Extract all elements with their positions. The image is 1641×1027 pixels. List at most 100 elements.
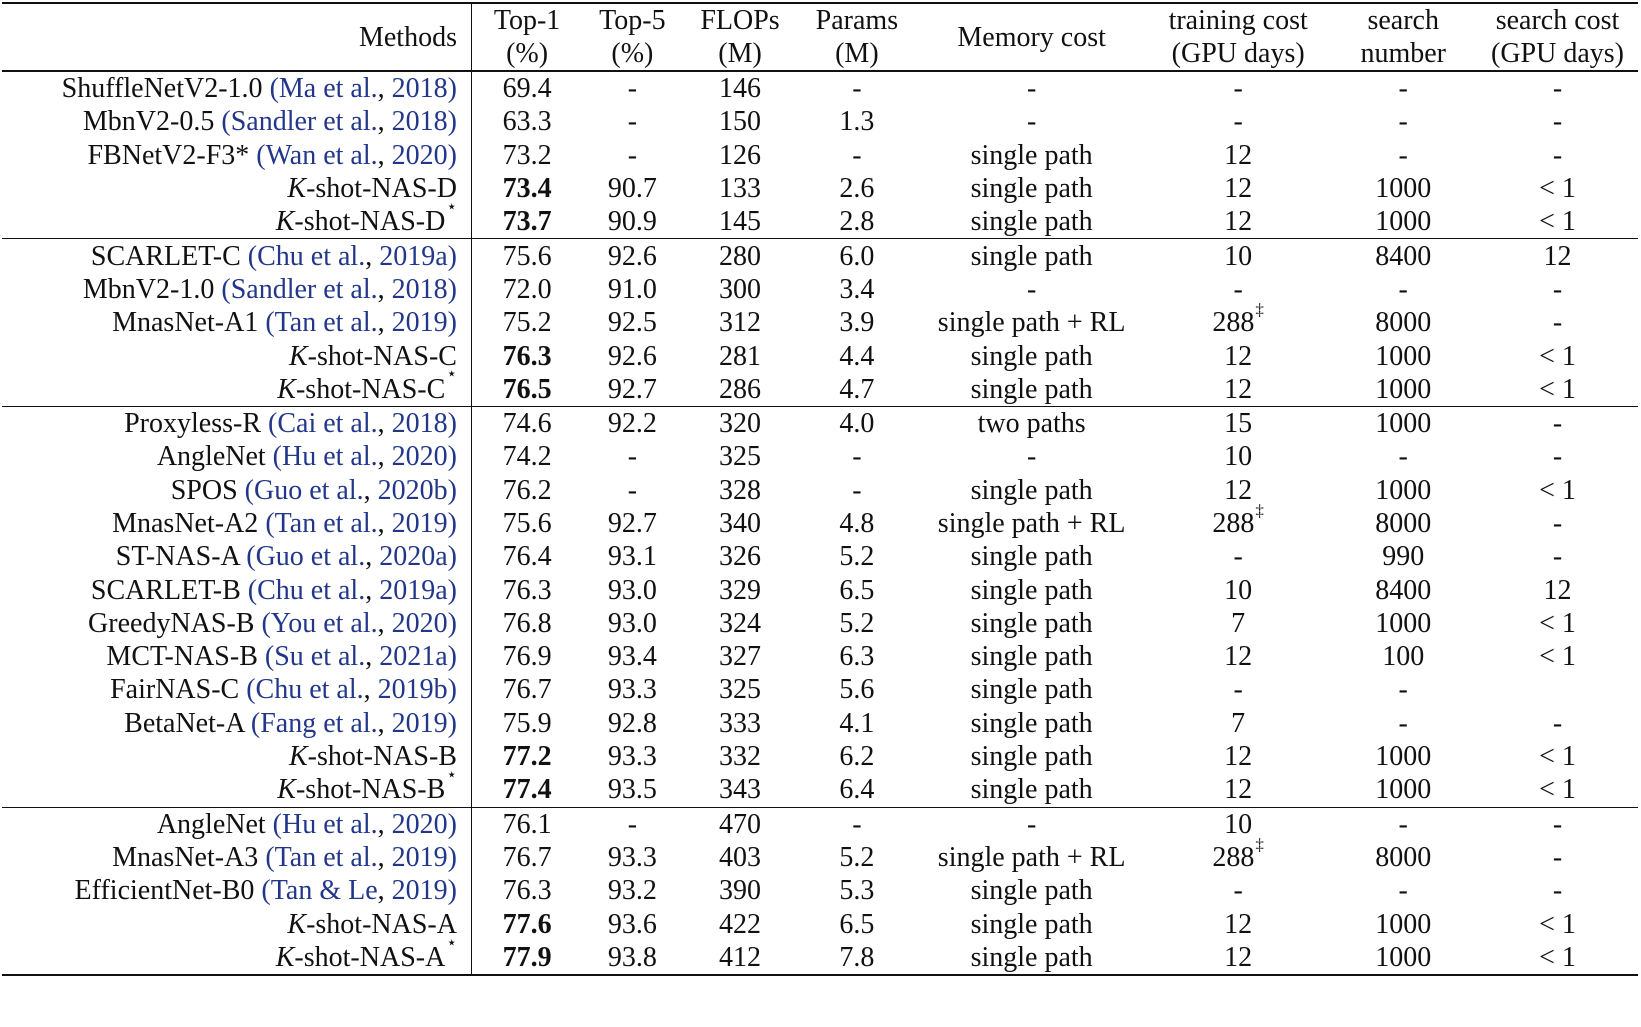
method-cell: K-shot-NAS-A⋆ [2, 934, 472, 977]
citation-authors-link[interactable]: Tan et al. [274, 508, 378, 539]
citation-authors-link[interactable]: Sandler et al. [230, 273, 378, 305]
top1-cell-value: 77.9 [502, 941, 552, 973]
citation-year-link[interactable]: 2019 [391, 508, 448, 539]
star-mark: ⋆ [446, 197, 457, 216]
citation-authors-link[interactable]: You et al. [270, 607, 378, 639]
citation-year-link[interactable]: 2019a [379, 240, 448, 272]
flops-cell-value: 333 [719, 707, 762, 739]
flops-cell-value: 300 [719, 273, 762, 305]
training-cost-cell: 12 [1147, 640, 1329, 673]
cite-close-paren: ) [447, 106, 457, 138]
training-cost-cell-value: 10 [1224, 808, 1253, 840]
k-symbol: K [277, 373, 296, 405]
citation-authors-link[interactable]: Ma et al. [278, 73, 378, 105]
citation-year-link[interactable]: 2020 [391, 139, 448, 171]
citation-authors-link[interactable]: Tan et al. [274, 841, 378, 873]
header-memory-cost-line1: Memory cost [957, 21, 1106, 53]
search-cost-cell: - [1477, 306, 1638, 339]
flops-cell-value: 340 [719, 508, 762, 539]
training-cost-cell-value: 12 [1224, 173, 1253, 205]
cite-open-paren: ( [261, 607, 271, 639]
memory-cost-cell: single path [916, 172, 1147, 205]
citation-authors-link[interactable]: Guo et al. [254, 474, 364, 506]
search-number-cell-value: 990 [1382, 541, 1425, 573]
params-cell: 2.6 [797, 172, 916, 205]
citation-authors-link[interactable]: Hu et al. [282, 441, 378, 473]
top5-cell: 93.3 [582, 740, 682, 773]
flops-cell: 422 [683, 907, 798, 940]
search-number-cell-value: 1000 [1375, 941, 1432, 973]
citation-authors-link[interactable]: Chu et al. [257, 240, 366, 272]
top5-cell: 91.0 [582, 273, 682, 306]
citation-authors-link[interactable]: Hu et al. [282, 808, 378, 840]
citation-year-link[interactable]: 2020 [391, 808, 448, 840]
citation-year-link[interactable]: 2019b [377, 674, 448, 706]
citation-year-link[interactable]: 2021a [379, 641, 448, 673]
training-cost-cell-value: 12 [1224, 373, 1253, 405]
params-cell: 5.3 [797, 874, 916, 907]
search-cost-cell-value: 12 [1543, 240, 1572, 272]
cite-open-paren: ( [247, 240, 258, 272]
citation-authors-link[interactable]: Fang et al. [260, 707, 378, 739]
citation-year-link[interactable]: 2018 [391, 106, 448, 138]
header-flops-line2: (M) [718, 38, 762, 69]
search-cost-cell: - [1477, 707, 1638, 740]
k-symbol: K [287, 173, 307, 205]
k-symbol: K [288, 741, 308, 773]
training-cost-cell: 288‡ [1147, 301, 1329, 339]
top1-cell-value: 76.3 [502, 574, 552, 606]
flops-cell: 333 [683, 707, 798, 740]
method-cell: MnasNet-A2 (Tan et al., 2019) [2, 506, 472, 541]
citation-authors-link[interactable]: Cai et al. [277, 408, 378, 440]
training-cost-cell-value: - [1233, 73, 1243, 105]
citation-authors-link[interactable]: Chu et al. [255, 674, 364, 706]
citation-year-link[interactable]: 2019 [391, 875, 448, 907]
citation-year-link[interactable]: 2019 [391, 307, 448, 339]
citation-year-link[interactable]: 2018 [391, 273, 448, 305]
top1-cell-value: 75.2 [502, 307, 552, 339]
training-cost-cell: 12 [1147, 907, 1329, 940]
header-top5: Top-5 (%) [582, 3, 682, 71]
training-cost-cell: - [1147, 71, 1329, 105]
header-top1: Top-1 (%) [471, 3, 582, 71]
citation-authors-link[interactable]: Tan & Le [270, 875, 378, 907]
training-cost-cell: 12 [1147, 205, 1329, 239]
flops-cell-value: 328 [719, 474, 762, 506]
flops-cell: 133 [683, 172, 798, 205]
top1-cell: 76.8 [471, 607, 582, 640]
search-number-cell: 1000 [1329, 907, 1477, 940]
citation-year-link[interactable]: 2020 [391, 607, 448, 639]
top5-cell-value: - [627, 808, 638, 840]
memory-cost-cell-value: - [1026, 273, 1037, 305]
citation-year-link[interactable]: 2018 [391, 73, 448, 105]
citation-year-link[interactable]: 2018 [391, 408, 448, 440]
citation-year-link[interactable]: 2020a [379, 541, 448, 573]
flops-cell: 390 [683, 874, 798, 907]
citation-year-link[interactable]: 2019 [391, 841, 448, 873]
citation-year-link[interactable]: 2020 [391, 441, 448, 473]
method-name: -shot-NAS-D [294, 206, 446, 238]
citation-year-link[interactable]: 2019 [391, 707, 448, 739]
top5-cell-value: 92.5 [607, 307, 657, 339]
citation-authors-link[interactable]: Tan et al. [274, 307, 378, 339]
search-cost-cell-value: - [1552, 73, 1563, 105]
citation-authors-link[interactable]: Chu et al. [257, 574, 366, 606]
memory-cost-cell-value: single path [970, 641, 1093, 673]
method-cell: AngleNet (Hu et al., 2020) [2, 440, 472, 474]
citation-year-link[interactable]: 2020b [377, 474, 448, 506]
citation-authors-link[interactable]: Su et al. [274, 641, 366, 673]
search-number-cell-value: - [1398, 808, 1408, 840]
params-cell: 6.0 [797, 238, 917, 273]
citation-year-link[interactable]: 2019a [379, 574, 448, 606]
citation-authors-link[interactable]: Guo et al. [255, 541, 366, 573]
flops-cell: 320 [682, 405, 798, 441]
params-cell-value: 3.9 [839, 307, 875, 339]
citation-authors-link[interactable]: Sandler et al. [230, 106, 378, 138]
flops-cell-value: 412 [719, 941, 762, 973]
search-cost-cell-value: < 1 [1539, 474, 1576, 506]
cite-close-paren: ) [447, 541, 457, 573]
method-name: FBNetV2-F3* [87, 139, 250, 171]
memory-cost-cell-value: single path [970, 173, 1093, 205]
citation-authors-link[interactable]: Wan et al. [265, 139, 378, 171]
cite-comma: , [377, 607, 392, 639]
